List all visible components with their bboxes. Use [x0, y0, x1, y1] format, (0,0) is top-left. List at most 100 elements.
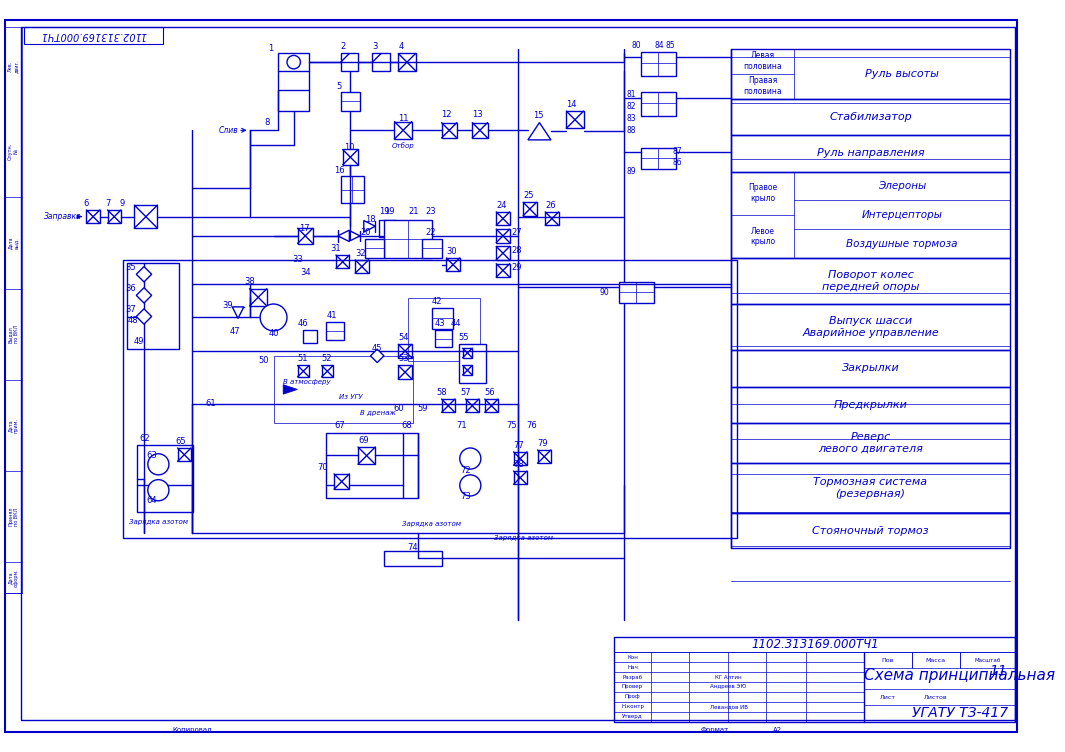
Text: Н.контр: Н.контр — [621, 704, 644, 709]
Text: 5: 5 — [335, 82, 341, 91]
Bar — [513, 471, 527, 484]
Text: 88: 88 — [627, 126, 636, 135]
Text: 58: 58 — [437, 388, 447, 397]
Text: Правая
половина: Правая половина — [743, 77, 782, 96]
Text: 21: 21 — [408, 208, 419, 217]
Circle shape — [148, 480, 169, 501]
Text: 10: 10 — [344, 143, 355, 152]
Text: Принял
по ВКЛ: Принял по ВКЛ — [9, 507, 19, 526]
Polygon shape — [136, 288, 151, 303]
Bar — [446, 258, 460, 271]
Bar — [137, 445, 193, 512]
Bar — [732, 304, 1010, 350]
Text: 77: 77 — [513, 441, 524, 450]
Bar — [442, 123, 457, 138]
Text: Из УГУ: Из УГУ — [339, 394, 362, 400]
Bar — [326, 432, 417, 498]
Bar — [496, 229, 510, 243]
Text: 22: 22 — [425, 228, 436, 237]
Bar — [545, 212, 559, 226]
Bar — [732, 514, 1010, 547]
Text: 57: 57 — [460, 388, 471, 397]
Text: Дата
оформ.: Дата оформ. — [9, 569, 19, 587]
Text: 36: 36 — [126, 284, 136, 293]
Bar — [379, 220, 396, 237]
Bar — [326, 323, 344, 339]
Text: 43: 43 — [435, 319, 445, 328]
Text: 25: 25 — [523, 191, 534, 200]
Bar — [732, 171, 1010, 258]
Text: 71: 71 — [456, 421, 466, 430]
Bar — [912, 653, 960, 668]
Bar — [960, 653, 1016, 668]
Text: 61: 61 — [206, 399, 216, 408]
Text: 8: 8 — [264, 118, 269, 127]
Text: 31: 31 — [330, 244, 341, 253]
Polygon shape — [528, 123, 551, 140]
Text: 87: 87 — [673, 147, 683, 156]
Bar — [122, 260, 737, 538]
Text: 11: 11 — [398, 114, 409, 123]
Text: 4: 4 — [398, 42, 404, 51]
Text: 29: 29 — [511, 263, 522, 272]
Text: Стояночный тормоз: Стояночный тормоз — [813, 526, 929, 535]
Bar — [432, 308, 453, 329]
Text: Стабилизатор: Стабилизатор — [830, 112, 912, 122]
Text: Закрылки: Закрылки — [841, 363, 900, 373]
Text: Формат: Формат — [701, 727, 728, 733]
Text: 16: 16 — [334, 166, 345, 175]
Text: Масса: Масса — [925, 657, 946, 663]
Text: Схема принципиальная: Схема принципиальная — [865, 668, 1055, 683]
Text: 85: 85 — [666, 41, 675, 50]
Text: 49: 49 — [134, 337, 145, 346]
Text: 50: 50 — [259, 356, 269, 365]
Bar — [641, 52, 675, 75]
Bar — [127, 262, 179, 349]
Bar — [615, 637, 1016, 721]
Bar — [641, 147, 675, 168]
Text: В атмосферу: В атмосферу — [283, 379, 331, 385]
Text: Зарядка азотом: Зарядка азотом — [493, 535, 553, 541]
Text: В дренаж: В дренаж — [360, 411, 396, 417]
Text: 64: 64 — [146, 496, 157, 505]
Text: Лев.
двиг.: Лев. двиг. — [9, 59, 19, 73]
Text: 41: 41 — [326, 311, 337, 320]
Text: 51: 51 — [297, 354, 308, 363]
Text: Дата
прим.: Дата прим. — [9, 418, 19, 433]
Text: Руль направления: Руль направления — [817, 148, 924, 159]
Text: Андреев ЭЮ: Андреев ЭЮ — [710, 684, 747, 690]
Text: Слив: Слив — [218, 126, 239, 135]
Bar — [462, 365, 472, 375]
Text: 59: 59 — [417, 404, 427, 413]
Text: 33: 33 — [292, 256, 302, 265]
Text: Интерцепторы: Интерцепторы — [862, 210, 943, 220]
Text: Масштаб: Масштаб — [974, 657, 1001, 663]
Bar — [538, 450, 551, 463]
Text: Спутн.
№: Спутн. № — [9, 144, 19, 160]
Text: 81: 81 — [627, 90, 636, 99]
Text: 60: 60 — [393, 404, 404, 413]
Text: 28: 28 — [511, 246, 522, 255]
Circle shape — [460, 448, 481, 469]
Bar — [335, 255, 349, 268]
Text: Левое
крыло: Левое крыло — [750, 226, 775, 246]
Bar — [496, 264, 510, 277]
Text: Предкрылки: Предкрылки — [834, 400, 907, 410]
Text: 44: 44 — [450, 319, 461, 328]
Bar — [485, 399, 498, 413]
Bar — [343, 150, 358, 165]
Text: 13: 13 — [472, 111, 482, 120]
Bar — [732, 423, 1010, 463]
Bar — [394, 122, 412, 139]
Text: 82: 82 — [627, 102, 636, 111]
Text: 1: 1 — [268, 44, 274, 53]
Bar — [334, 474, 349, 490]
Text: 26: 26 — [545, 201, 556, 210]
Text: Зарядка азотом: Зарядка азотом — [129, 519, 187, 525]
Text: 79: 79 — [538, 438, 548, 447]
Bar — [108, 210, 121, 223]
Text: Левандов ИВ: Левандов ИВ — [709, 704, 748, 709]
Bar — [465, 399, 479, 413]
Circle shape — [286, 56, 300, 69]
Text: Провер: Провер — [622, 684, 643, 690]
